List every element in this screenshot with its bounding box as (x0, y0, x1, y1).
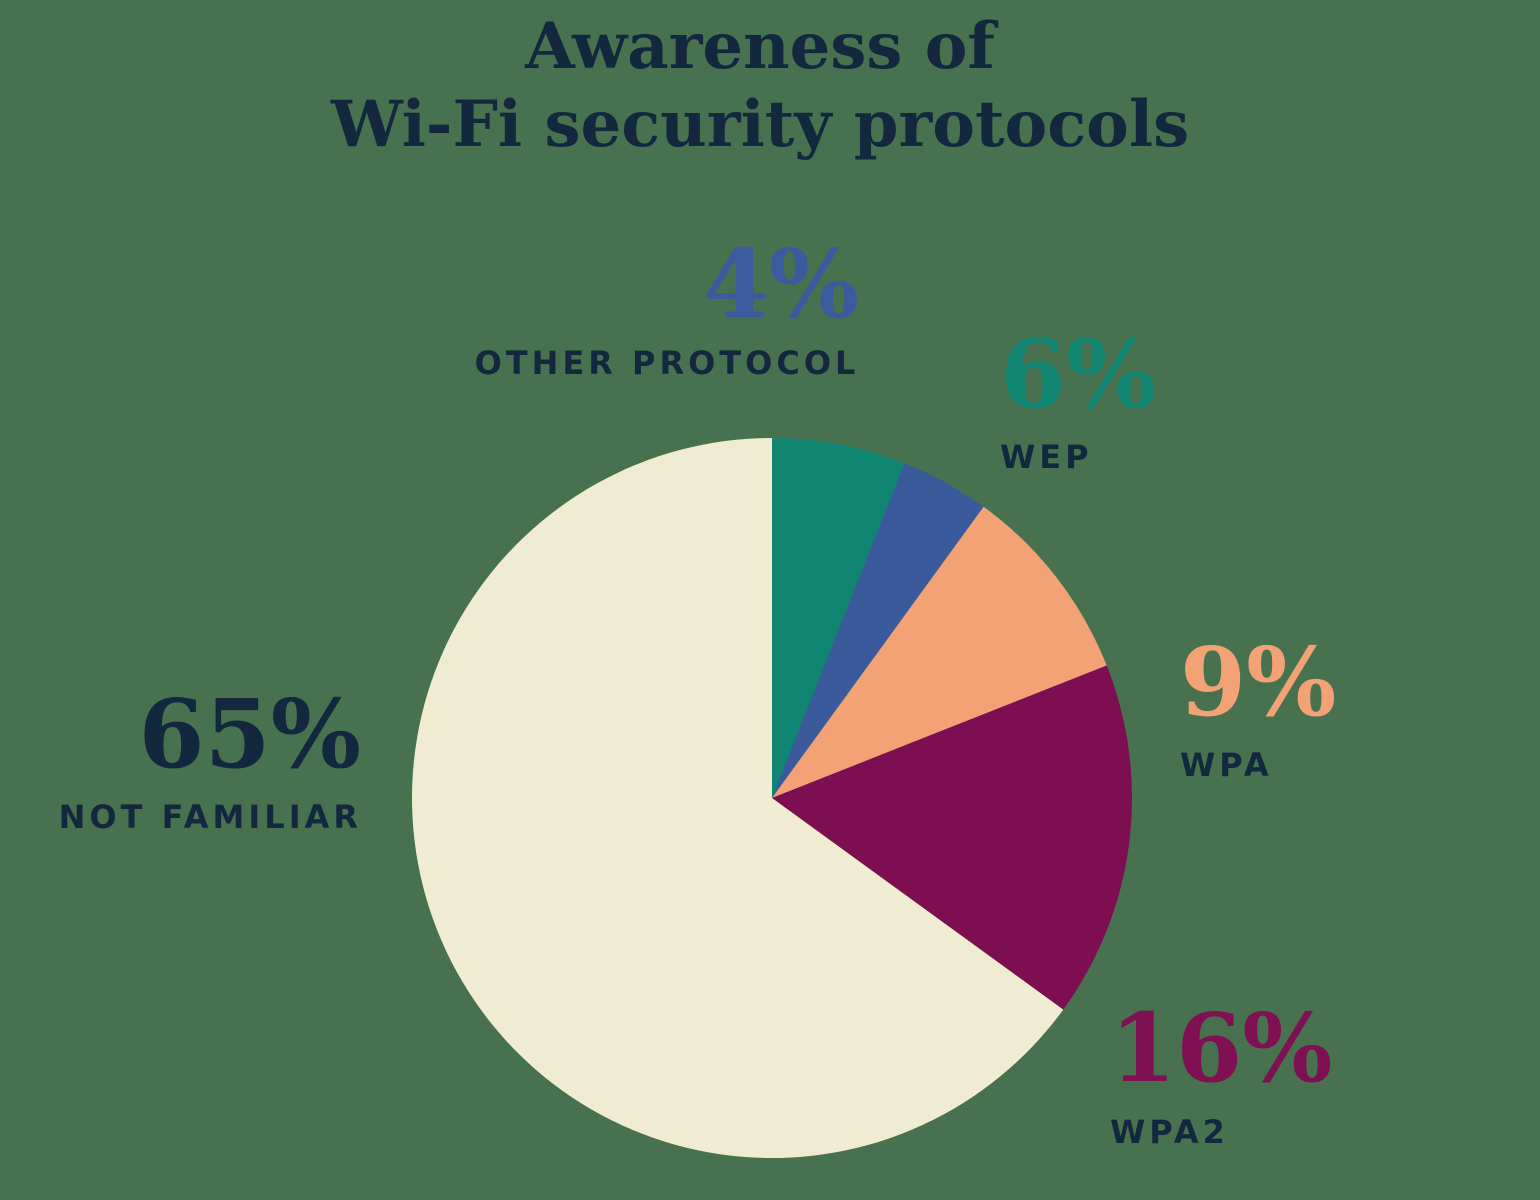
wep-name-label: WEP (1000, 438, 1093, 476)
chart-title-line-1: Awareness of (525, 9, 995, 84)
wpa2-name-label: WPA2 (1110, 1113, 1229, 1151)
other-protocol-percent-label: 4% (702, 229, 860, 340)
not-familiar-name-label: NOT FAMILIAR (58, 798, 362, 836)
wpa-name-label: WPA (1180, 746, 1273, 784)
wep-percent-label: 6% (1000, 319, 1157, 430)
other-protocol-name-label: OTHER PROTOCOL (474, 344, 860, 382)
chart-title: Awareness of Wi-Fi security protocols (0, 8, 1520, 164)
chart-title-line-2: Wi-Fi security protocols (330, 87, 1190, 162)
wpa2-percent-label: 16% (1110, 993, 1333, 1104)
pie-slice-wep (772, 438, 905, 798)
pie-slice-not-familiar (412, 438, 1064, 1158)
pie-slice-wpa2 (772, 665, 1132, 1010)
not-familiar-percent-label: 65% (138, 679, 361, 790)
wpa-percent-label: 9% (1180, 627, 1337, 738)
pie-slice-other-protocol (772, 463, 984, 798)
pie-slice-wpa (772, 506, 1107, 798)
